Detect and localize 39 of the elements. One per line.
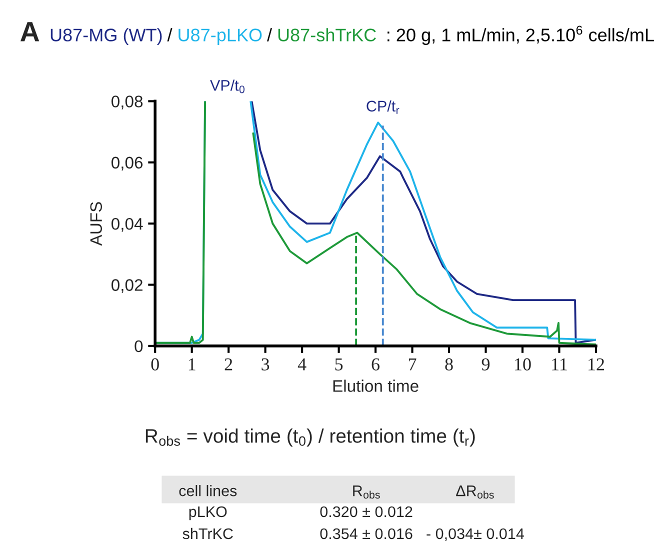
- text: 0.320 ± 0.012: [320, 506, 412, 518]
- text: shTrKC: [182, 528, 233, 540]
- x-axis-title: Elution time: [333, 380, 418, 392]
- text: A: [20, 22, 40, 42]
- text: cell lines: [179, 485, 237, 496]
- text: /: [167, 28, 172, 42]
- text: pLKO: [189, 506, 227, 520]
- x-tick-label: 10: [515, 358, 531, 370]
- text: U87-shTrKC: [278, 28, 376, 42]
- x-tick-label: 2: [224, 358, 232, 370]
- x-tick-label: 3: [262, 358, 270, 370]
- y-axis-title: AUFS: [90, 202, 102, 246]
- x-tick-label: 5: [335, 358, 343, 370]
- text: VP/t$_{0}$: [210, 80, 245, 94]
- y-tick-label: 0,02: [112, 279, 142, 293]
- text: ΔR$_{obs}$: [456, 486, 494, 499]
- chart-title: : 20 g, 1 mL/min, 2,5.10$^{6}$ cells/mL: [388, 26, 654, 45]
- text: R$_{obs}$: [353, 486, 380, 499]
- annotation: CP/t$_{r}$: [366, 100, 400, 114]
- y-tick-label: 0: [134, 340, 143, 352]
- x-tick-label: 11: [552, 358, 567, 370]
- text: U87-pLKO: [178, 28, 262, 45]
- x-tick-label: 6: [372, 358, 380, 370]
- y-tick-label: 0,08: [112, 96, 143, 110]
- x-tick-label: 0: [151, 358, 159, 370]
- x-tick-label: 12: [588, 358, 604, 370]
- line-series: [250, 101, 596, 344]
- x-tick-label: 7: [408, 358, 416, 370]
- y-tick-label: 0,06: [112, 156, 143, 171]
- x-tick-label: 8: [445, 358, 453, 370]
- text: U87-MG (WT): [50, 28, 162, 45]
- x-tick-label: 1: [188, 358, 196, 370]
- y-tick-label: 0,04: [112, 218, 143, 232]
- text: /: [267, 28, 272, 42]
- text: 0.354 ± 0.016: [320, 528, 412, 540]
- text: R$_{obs}$ = void time (t$_{0}$) / retention time (t$_{r}$): [146, 428, 475, 447]
- text: - 0,034± 0.014: [426, 528, 524, 541]
- x-tick-label: 9: [482, 358, 490, 370]
- x-tick-label: 4: [298, 358, 306, 370]
